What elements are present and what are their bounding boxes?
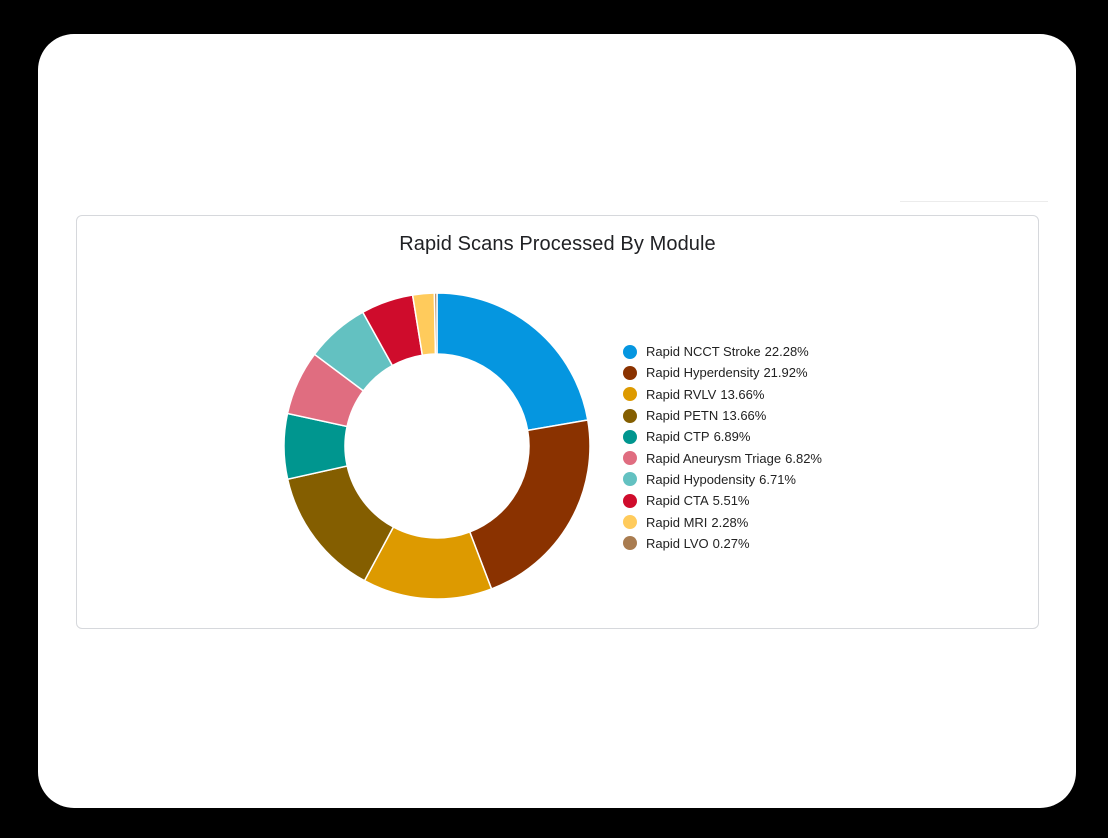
legend-item[interactable]: Rapid RVLV 13.66% [623, 384, 822, 405]
chart-card: Rapid Scans Processed By Module Rapid NC… [76, 215, 1039, 629]
legend-percent: 5.51% [712, 493, 750, 509]
legend-swatch-icon [623, 387, 637, 402]
legend-item[interactable]: Rapid Hypodensity 6.71% [623, 469, 822, 490]
legend-percent: 2.28% [711, 514, 749, 530]
legend-item[interactable]: Rapid LVO 0.27% [623, 533, 822, 554]
legend-swatch-icon [623, 472, 637, 487]
legend-swatch-icon [623, 515, 637, 530]
legend-item[interactable]: Rapid NCCT Stroke 22.28% [623, 341, 822, 362]
legend-swatch-icon [623, 451, 637, 466]
donut-slice[interactable] [468, 419, 591, 590]
legend-label: Rapid CTP [646, 429, 710, 445]
chart-legend: Rapid NCCT Stroke 22.28% Rapid Hyperdensi… [623, 341, 822, 554]
legend-percent: 13.66% [720, 386, 765, 402]
legend-swatch-icon [623, 493, 637, 508]
legend-percent: 6.82% [785, 450, 822, 466]
legend-label: Rapid MRI [646, 514, 708, 530]
legend-percent: 21.92% [763, 365, 808, 381]
legend-swatch-icon [623, 365, 637, 380]
legend-label: Rapid Hypodensity [646, 471, 756, 487]
legend-percent: 6.71% [759, 471, 796, 487]
legend-label: Rapid Hyperdensity [646, 365, 760, 381]
legend-swatch-icon [623, 429, 637, 444]
legend-label: Rapid CTA [646, 493, 709, 509]
legend-swatch-icon [623, 536, 637, 551]
donut-chart [283, 292, 591, 600]
divider [900, 201, 1048, 202]
legend-item[interactable]: Rapid CTP 6.89% [623, 426, 822, 447]
legend-item[interactable]: Rapid PETN 13.66% [623, 405, 822, 426]
legend-label: Rapid Aneurysm Triage [646, 450, 782, 466]
legend-item[interactable]: Rapid Hyperdensity 21.92% [623, 362, 822, 383]
donut-slice[interactable] [433, 292, 438, 355]
legend-label: Rapid NCCT Stroke [646, 344, 761, 360]
legend-percent: 6.89% [713, 429, 751, 445]
legend-item[interactable]: Rapid CTA 5.51% [623, 490, 822, 511]
donut-slice[interactable] [436, 292, 589, 432]
legend-percent: 0.27% [712, 535, 750, 551]
legend-label: Rapid RVLV [646, 386, 717, 402]
chart-title: Rapid Scans Processed By Module [399, 233, 716, 255]
legend-swatch-icon [623, 408, 637, 423]
legend-label: Rapid LVO [646, 535, 709, 551]
legend-item[interactable]: Rapid MRI 2.28% [623, 511, 822, 532]
legend-label: Rapid PETN [646, 408, 719, 424]
legend-swatch-icon [623, 344, 637, 359]
legend-item[interactable]: Rapid Aneurysm Triage 6.82% [623, 447, 822, 468]
legend-percent: 22.28% [764, 344, 809, 360]
legend-percent: 13.66% [722, 408, 767, 424]
